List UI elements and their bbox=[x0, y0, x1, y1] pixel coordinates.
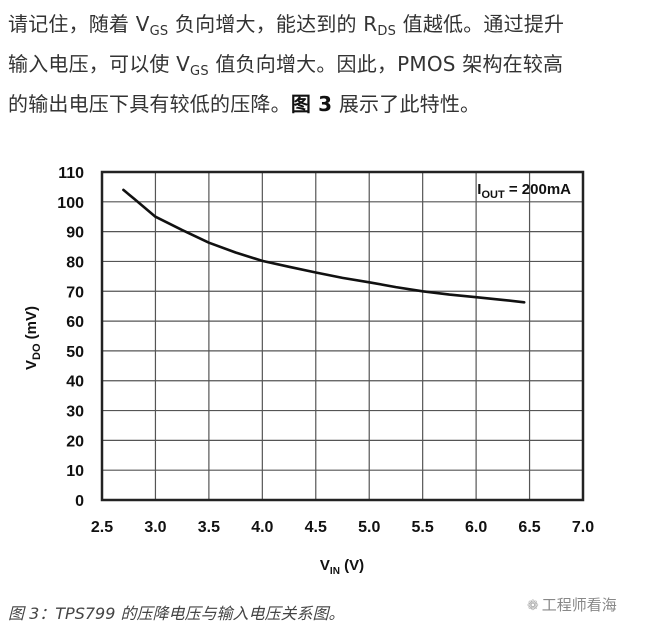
watermark-text: 工程师看海 bbox=[541, 596, 617, 614]
x-tick-label: 6.0 bbox=[465, 519, 487, 536]
text-segment: 值负向增大。因此，PMOS 架构在较高 bbox=[208, 52, 564, 76]
paragraph-line-1: 请记住，随着 VGS 负向增大，能达到的 RDS 值越低。通过提升 bbox=[8, 4, 664, 44]
text-segment: 值越低。通过提升 bbox=[396, 12, 565, 36]
plot-frame bbox=[100, 170, 585, 502]
chart-grid bbox=[101, 171, 584, 501]
x-tick-label: 4.0 bbox=[251, 519, 273, 536]
data-line bbox=[122, 188, 526, 304]
x-tick-label: 4.5 bbox=[305, 519, 327, 536]
x-axis-ticks: 2.5 3.0 3.5 4.0 4.5 5.0 5.5 6.0 6.5 7.0 bbox=[91, 519, 594, 536]
y-tick-label: 20 bbox=[66, 433, 84, 450]
y-tick-label: 90 bbox=[66, 225, 84, 242]
x-tick-label: 3.0 bbox=[144, 519, 166, 536]
x-tick-label: 2.5 bbox=[91, 519, 113, 536]
x-tick-label: 6.5 bbox=[518, 519, 540, 536]
paragraph-line-2: 输入电压，可以使 VGS 值负向增大。因此，PMOS 架构在较高 bbox=[8, 44, 664, 84]
y-axis-ticks: 0 10 20 30 40 50 60 70 80 90 100 110 bbox=[57, 165, 84, 510]
chart-annotation: IOUT = 200mA bbox=[477, 181, 571, 201]
y-tick-label: 40 bbox=[66, 374, 84, 391]
paragraph-line-3: 的输出电压下具有较低的压降。图 3 展示了此特性。 bbox=[8, 84, 664, 124]
text-segment: 负向增大，能达到的 R bbox=[168, 12, 378, 36]
figure-reference: 图 3 bbox=[290, 92, 333, 116]
x-tick-label: 5.5 bbox=[412, 519, 434, 536]
y-tick-label: 0 bbox=[75, 493, 84, 510]
y-tick-label: 80 bbox=[66, 254, 84, 271]
y-tick-label: 100 bbox=[57, 195, 84, 212]
y-tick-label: 30 bbox=[66, 404, 84, 421]
y-tick-label: 50 bbox=[66, 344, 84, 361]
y-axis-label: VDO (mV) bbox=[23, 306, 43, 370]
y-tick-label: 10 bbox=[66, 463, 84, 480]
y-tick-label: 110 bbox=[58, 165, 84, 182]
subscript: GS bbox=[149, 24, 169, 39]
figure-caption: 图 3：TPS799 的压降电压与输入电压关系图。 bbox=[8, 604, 345, 623]
subscript: DS bbox=[377, 24, 397, 39]
x-tick-label: 7.0 bbox=[572, 519, 594, 536]
subscript: GS bbox=[190, 64, 209, 79]
text-segment: 请记住，随着 V bbox=[8, 12, 150, 36]
wechat-icon: ❁ bbox=[527, 598, 539, 614]
text-segment: 展示了此特性。 bbox=[332, 92, 481, 116]
text-segment: 的输出电压下具有较低的压降。 bbox=[8, 92, 291, 116]
dropout-voltage-chart: 0 10 20 30 40 50 60 70 80 90 100 110 2.5 3.0 3.5 4.0 4.… bbox=[23, 165, 594, 577]
x-axis-label: VIN (V) bbox=[320, 557, 364, 577]
y-tick-label: 60 bbox=[66, 314, 84, 331]
text-segment: 输入电压，可以使 V bbox=[8, 52, 191, 76]
x-tick-label: 3.5 bbox=[198, 519, 220, 536]
y-tick-label: 70 bbox=[66, 284, 84, 301]
x-tick-label: 5.0 bbox=[358, 519, 380, 536]
body-paragraph: 请记住，随着 VGS 负向增大，能达到的 RDS 值越低。通过提升 输入电压，可… bbox=[8, 4, 664, 124]
watermark: ❁ 工程师看海 bbox=[527, 594, 617, 615]
